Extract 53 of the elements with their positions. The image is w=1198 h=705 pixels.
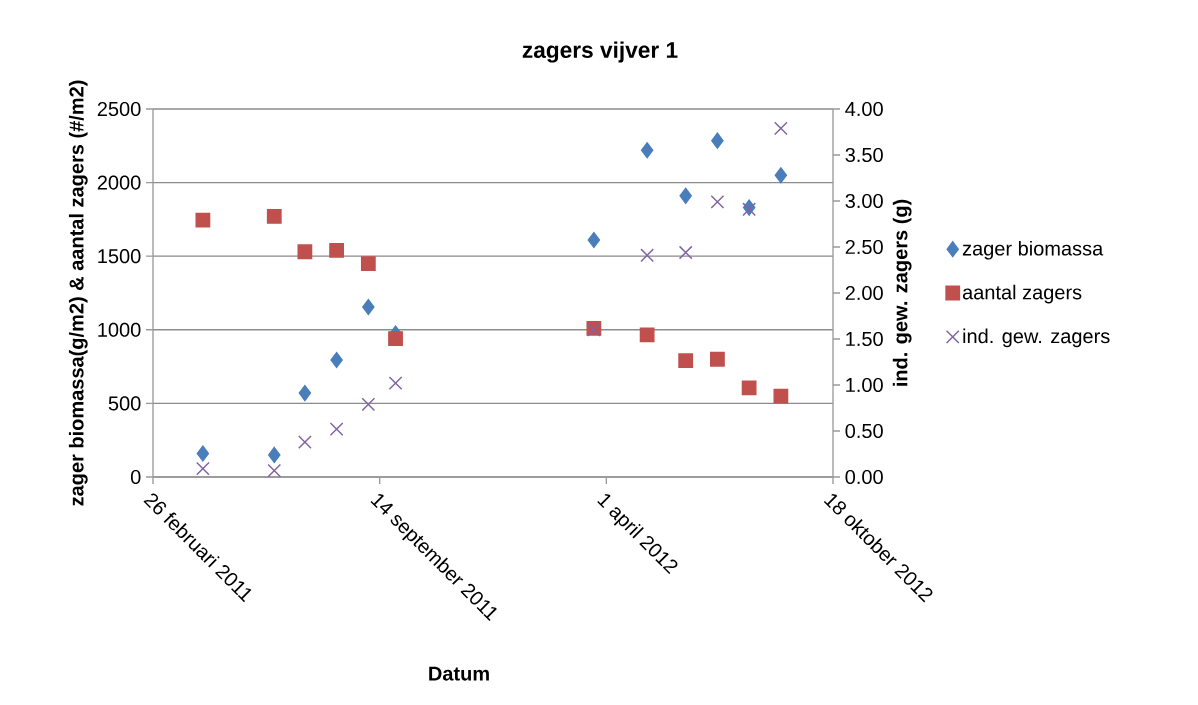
point (711, 132, 724, 149)
point (267, 463, 282, 478)
y2-tick-label: 1.50 (846, 331, 883, 347)
legend-label: zager biomassa (962, 240, 1104, 260)
y-tick-label: 1000 (98, 322, 141, 337)
y-tick-label: 500 (108, 396, 141, 411)
x-axis-title: Datum (429, 666, 489, 681)
y-axis-title: zager biomassa(g/m2) & aantal zagers (#/m2) (68, 80, 88, 506)
y2-tick-label: 3.00 (845, 193, 883, 209)
point (741, 380, 757, 396)
point (362, 298, 375, 316)
point (678, 353, 694, 369)
y2-axis-title: ind. gew. zagers (g) (892, 199, 912, 386)
point (330, 351, 343, 369)
point (266, 209, 282, 224)
point (710, 195, 725, 209)
legend-label: aantal zagers (962, 284, 1082, 304)
point (388, 331, 403, 347)
point (587, 231, 601, 249)
point (329, 242, 345, 258)
point (640, 142, 654, 159)
chart-title: zagers vijver 1 (522, 41, 678, 63)
point (195, 212, 211, 228)
point (297, 244, 313, 260)
y2-tick-label: 2.00 (845, 285, 883, 301)
point (196, 461, 210, 476)
y2-tick-label: 4.00 (845, 101, 883, 117)
y-tick-label: 1500 (98, 249, 141, 264)
y2-tick-label: 0.50 (845, 423, 883, 439)
point (329, 422, 344, 437)
point (639, 327, 655, 343)
point (388, 376, 403, 391)
point (360, 256, 376, 271)
point (196, 445, 210, 462)
point (678, 245, 693, 260)
point (268, 446, 281, 463)
point (774, 121, 788, 136)
y2-tick-label: 2.50 (845, 239, 883, 255)
y-tick-label: 2000 (97, 175, 141, 190)
point (298, 385, 312, 402)
point (774, 167, 788, 184)
point (773, 388, 789, 404)
point (298, 435, 312, 449)
y-tick-label: 2500 (97, 101, 141, 117)
point (640, 248, 654, 263)
y2-tick-label: 3.50 (845, 147, 883, 163)
point (679, 187, 692, 204)
y2-tick-label: 0.00 (845, 469, 883, 485)
point (361, 397, 376, 412)
point (709, 351, 725, 367)
legend-label: ind. gew. zagers (963, 328, 1110, 348)
y-tick-label: 0 (130, 469, 141, 485)
y2-tick-label: 1.00 (846, 377, 883, 393)
